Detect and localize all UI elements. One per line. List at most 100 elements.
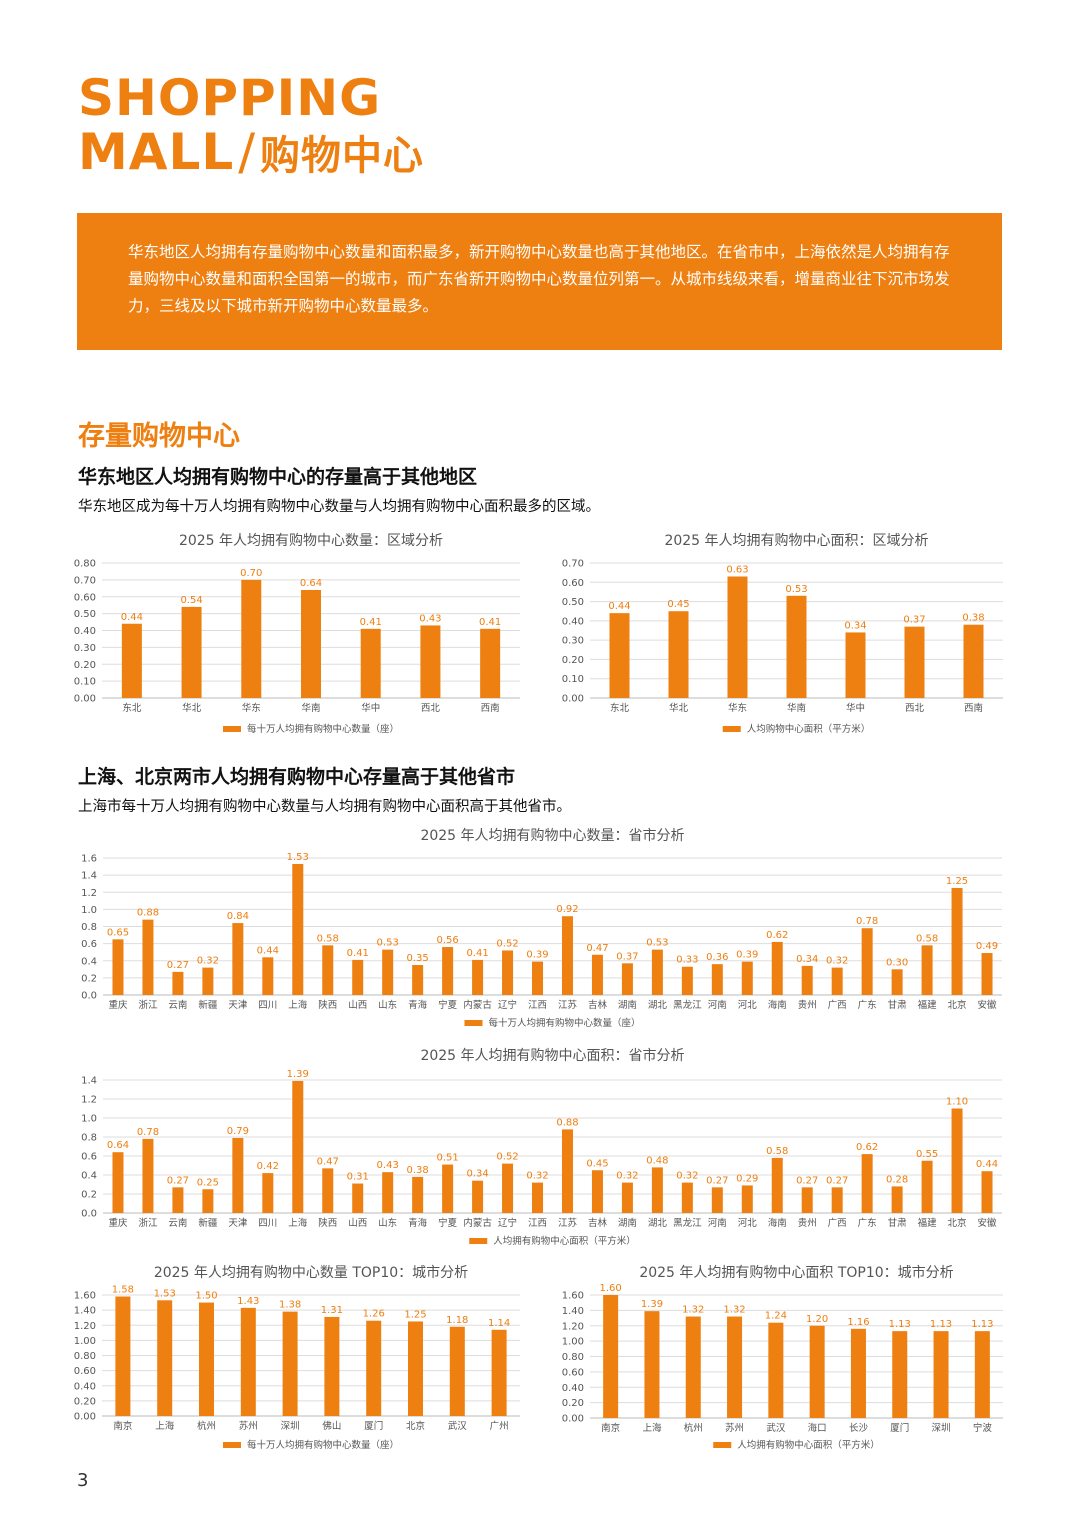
bar	[904, 626, 925, 698]
data-label: 0.33	[676, 955, 698, 966]
legend: 每十万人均拥有购物中心数量（座）	[222, 723, 399, 735]
data-label: 0.45	[667, 599, 689, 610]
legend-swatch	[464, 1020, 483, 1026]
x-tick-label: 华东	[242, 702, 261, 714]
y-tick-label: 1.4	[81, 871, 97, 882]
data-label: 0.41	[360, 617, 382, 628]
chart-province-area: 2025 年人均拥有购物中心面积：省市分析 0.0 0.2 0.4 0.6 0.8 1.0 1…	[70, 1045, 1010, 1255]
chart-title: 2025 年人均拥有购物中心数量：区域分析	[179, 533, 443, 549]
x-tick-label: 福建	[918, 1217, 938, 1229]
data-label: 0.62	[766, 930, 788, 941]
y-tick-label: 0.8	[81, 1133, 97, 1144]
bar	[491, 1329, 507, 1416]
data-label: 1.38	[279, 1300, 301, 1311]
data-label: 0.54	[180, 595, 202, 606]
data-label: 0.53	[646, 938, 668, 949]
data-label: 0.39	[526, 950, 548, 961]
x-tick-label: 内蒙古	[463, 999, 492, 1011]
x-tick-label: 湖南	[618, 1217, 637, 1229]
y-tick-label: 0.70	[562, 559, 584, 570]
data-label: 0.34	[796, 954, 818, 965]
x-tick-label: 四川	[258, 1218, 277, 1229]
bar	[112, 939, 124, 995]
bar	[921, 945, 933, 995]
chart-title: 2025 年人均拥有购物中心数量 TOP10：城市分析	[154, 1264, 468, 1281]
bar	[472, 1180, 484, 1213]
x-tick-label: 上海	[288, 1217, 308, 1229]
y-tick-label: 0.60	[562, 578, 584, 589]
y-tick-label: 0.00	[562, 1414, 584, 1425]
data-label: 1.10	[946, 1097, 968, 1108]
data-label: 0.58	[317, 933, 339, 944]
x-tick-label: 西南	[964, 702, 983, 714]
data-label: 0.44	[121, 612, 143, 623]
bar	[668, 611, 689, 698]
data-label: 0.36	[706, 952, 728, 963]
sub-desc-province: 上海市每十万人均拥有购物中心数量与人均拥有购物中心面积高于其他省市。	[78, 799, 571, 815]
chart-city-area-top10: 2025 年人均拥有购物中心面积 TOP10：城市分析 0.00 0.20 0.40 0…	[555, 1262, 1015, 1457]
chart-title: 2025 年人均拥有购物中心面积：区域分析	[664, 533, 928, 549]
x-tick-label: 北京	[406, 1420, 425, 1432]
x-tick-label: 华北	[669, 702, 689, 714]
data-label: 0.27	[826, 1175, 848, 1186]
x-tick-label: 北京	[948, 999, 967, 1011]
legend: 每十万人均拥有购物中心数量（座）	[222, 1439, 399, 1451]
y-tick-label: 0.60	[74, 592, 96, 603]
data-label: 1.43	[237, 1296, 259, 1307]
data-label: 0.37	[616, 951, 638, 962]
data-label: 0.39	[736, 950, 758, 961]
data-label: 1.25	[404, 1309, 426, 1320]
y-tick-label: 0.10	[74, 677, 96, 688]
bar	[621, 1182, 633, 1213]
y-tick-label: 1.6	[81, 854, 97, 865]
bar	[142, 1138, 154, 1213]
bar	[121, 623, 142, 698]
x-tick-label: 杭州	[684, 1422, 703, 1434]
x-tick-label: 新疆	[198, 999, 218, 1011]
x-tick-label: 四川	[258, 1000, 277, 1011]
data-label: 1.16	[847, 1317, 869, 1328]
y-tick-label: 0.00	[74, 1412, 96, 1423]
title-cn: 购物中心	[260, 133, 425, 179]
x-tick-label: 南京	[113, 1420, 132, 1432]
data-label: 0.41	[479, 617, 501, 628]
data-label: 0.27	[167, 960, 189, 971]
data-label: 1.58	[112, 1285, 134, 1296]
bar	[621, 963, 633, 995]
data-label: 0.27	[167, 1175, 189, 1186]
data-label: 1.60	[600, 1283, 622, 1294]
data-label: 0.47	[317, 1156, 339, 1167]
data-label: 1.13	[971, 1319, 993, 1330]
y-tick-label: 0.40	[74, 626, 96, 637]
x-tick-label: 云南	[168, 999, 187, 1011]
bar	[262, 1173, 274, 1213]
data-label: 1.18	[446, 1315, 468, 1326]
data-label: 0.48	[646, 1155, 668, 1166]
x-tick-label: 湖南	[618, 999, 637, 1011]
x-tick-label: 陕西	[318, 1217, 337, 1229]
x-tick-label: 武汉	[448, 1420, 468, 1432]
y-tick-label: 0.40	[562, 616, 584, 627]
data-label: 1.50	[195, 1291, 217, 1302]
y-tick-label: 1.2	[81, 1095, 97, 1106]
y-tick-label: 0.80	[74, 559, 96, 570]
data-label: 0.43	[377, 1160, 399, 1171]
intro-text: 华东地区人均拥有存量购物中心数量和面积最多，新开购物中心数量也高于其他地区。在省…	[128, 243, 950, 315]
x-tick-label: 安徽	[978, 999, 998, 1011]
bar	[933, 1331, 949, 1418]
bar	[240, 1307, 256, 1416]
y-tick-label: 0.2	[81, 1190, 97, 1201]
bar	[861, 1154, 873, 1213]
data-label: 0.27	[796, 1175, 818, 1186]
bar	[352, 1183, 364, 1213]
bar	[324, 1316, 340, 1416]
section-title: 存量购物中心	[78, 421, 240, 452]
x-tick-label: 山东	[378, 999, 397, 1011]
data-label: 0.37	[903, 615, 925, 626]
y-tick-label: 0.10	[562, 674, 584, 685]
x-tick-label: 华北	[182, 702, 202, 714]
x-tick-label: 青海	[408, 1217, 428, 1229]
bar	[727, 1316, 743, 1418]
bar	[591, 1170, 603, 1213]
data-label: 0.88	[556, 1117, 578, 1128]
